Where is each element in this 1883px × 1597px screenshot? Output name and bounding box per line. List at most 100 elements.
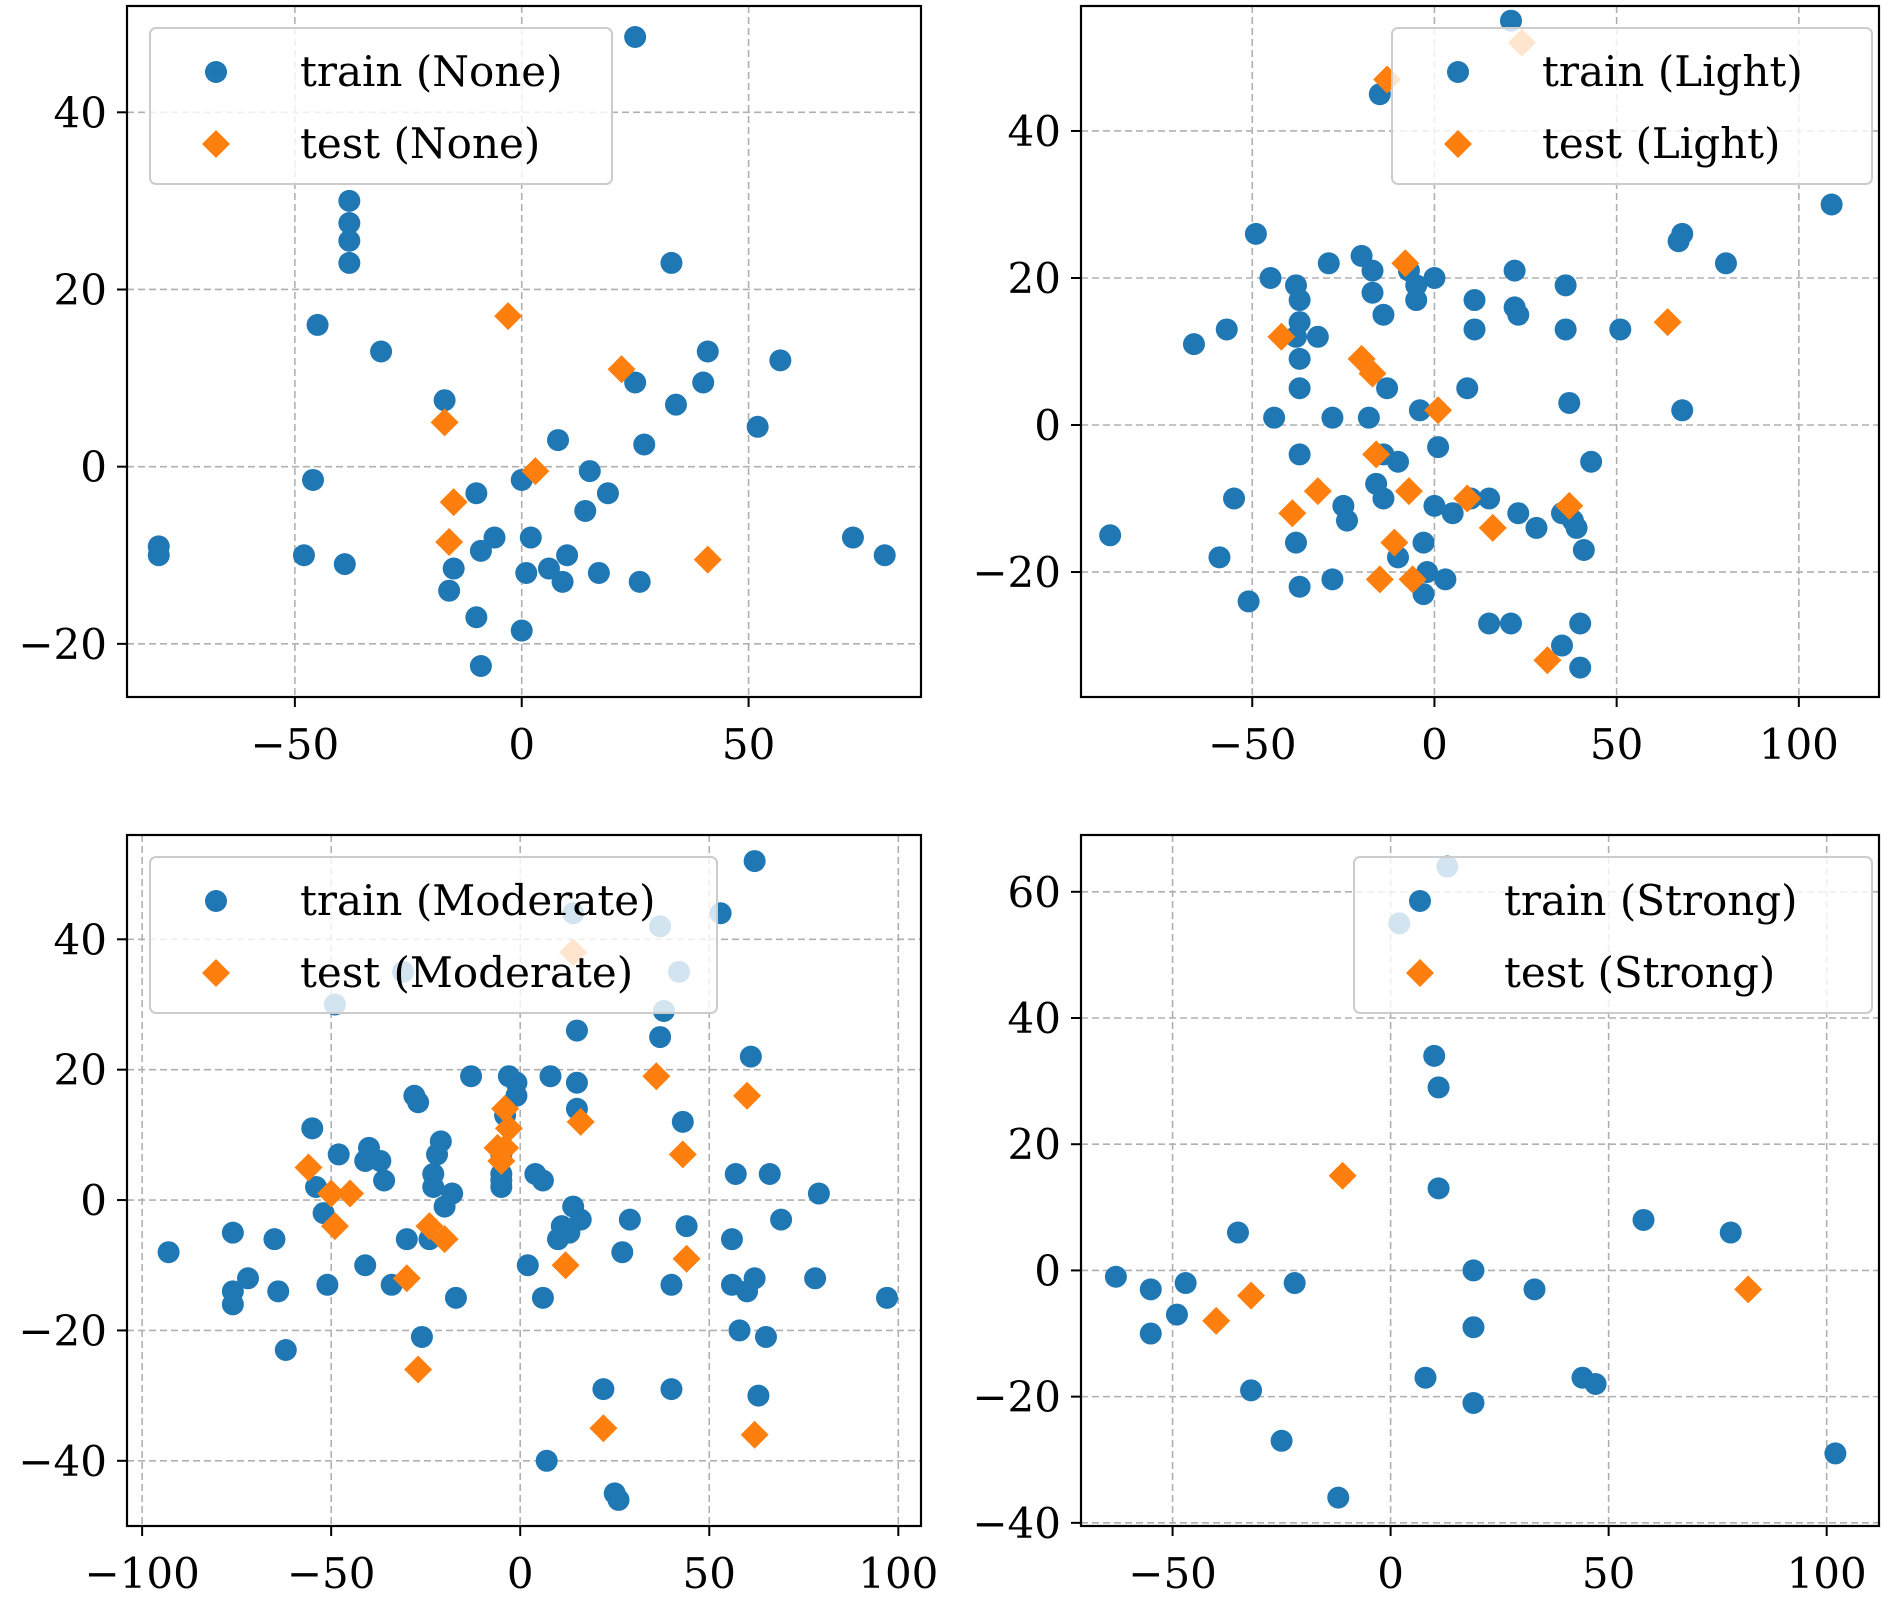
train-point [306,313,329,336]
train-point [1405,274,1428,297]
train-point [1478,487,1501,510]
y-tick-label: −20 [18,1306,107,1355]
train-point [743,850,766,873]
train-point [1671,222,1694,245]
scatter-panel-1: −50 0 50 −20 0 20 40 train (None) test (None) [18,4,923,769]
train-point [1223,487,1246,510]
train-point [1372,487,1395,510]
train-point [1632,1208,1655,1231]
y-tick-label: 20 [1008,254,1061,303]
y-tick-label: −20 [18,620,107,669]
y-tick-label: −20 [972,1373,1061,1422]
train-point [578,460,601,483]
train-point [1507,303,1530,326]
test-point [491,1094,520,1123]
train-point [569,1208,592,1231]
train-point [660,1378,683,1401]
train-point [537,557,560,580]
train-point [1321,406,1344,429]
train-point [1427,1177,1450,1200]
train-point [316,1273,339,1296]
train-point [1507,502,1530,525]
train-point [671,1110,694,1133]
train-point [221,1293,244,1316]
train-point [1434,568,1457,591]
scatter-panel-3: −100 −50 0 50 100 −40 −20 0 20 40 train (Moderate)… [18,833,938,1597]
test-point [404,1355,433,1384]
train-point [1237,590,1260,613]
legend-label: test (Strong) [1504,948,1775,997]
train-point [770,1208,793,1231]
train-point [633,433,656,456]
train-point [1387,450,1410,473]
x-tick-label: −100 [84,1549,199,1597]
train-point [1499,612,1522,635]
y-tick-label: 0 [80,1176,107,1225]
train-point [338,212,361,235]
train-point [1423,1044,1446,1067]
test-point [435,527,464,556]
legend-circle-icon [1409,890,1431,912]
legend: train (Moderate) test (Moderate) [149,856,718,1014]
test-point [566,1107,595,1136]
train-point [1408,399,1431,422]
y-tick-label: 40 [1008,107,1061,156]
train-point [1376,377,1399,400]
train-point [465,482,488,505]
y-tick-label: 60 [1008,868,1061,917]
train-point [758,1162,781,1185]
train-point [875,1286,898,1309]
train-point [338,189,361,212]
legend-label: train (Light) [1542,47,1803,96]
train-point [1182,333,1205,356]
train-point [592,1378,615,1401]
train-point [596,482,619,505]
test-point [1734,1275,1763,1304]
test-point [1202,1306,1231,1335]
train-point [274,1338,297,1361]
legend-diamond-icon [1406,959,1434,987]
train-point [565,1071,588,1094]
train-point [1554,274,1577,297]
y-tick-label: 40 [54,88,107,137]
train-point [369,1149,392,1172]
x-tick-label: 100 [858,1549,938,1597]
train-point [301,1117,324,1140]
x-tick-label: 50 [1590,720,1643,769]
train-point [1412,531,1435,554]
legend-diamond-icon [1444,130,1472,158]
train-point [460,1065,483,1088]
train-point [444,1286,467,1309]
test-point [693,545,722,574]
legend-box [149,27,613,185]
test-point [317,1179,346,1208]
train-point [1609,318,1632,341]
train-point [611,1241,634,1264]
scatter-panel-2: −50 0 50 100 −20 0 20 40 train (Light) test (Ligh… [972,4,1881,769]
axes-frame [125,833,923,1528]
test-point [1328,1161,1357,1190]
train-point [1099,524,1122,547]
train-point [535,1449,558,1472]
y-tick-label: 40 [1008,994,1061,1043]
train-point [1462,1259,1485,1282]
legend-label: test (None) [300,119,540,168]
train-point [618,1208,641,1231]
train-point [519,526,542,549]
x-tick-label: −50 [251,720,340,769]
x-tick-label: −50 [1208,720,1297,769]
series-test [294,938,769,1449]
train-point [743,1267,766,1290]
train-point [1284,531,1307,554]
x-tick-label: 0 [507,1549,534,1597]
x-tick-label: 100 [1759,720,1839,769]
train-point [539,1065,562,1088]
legend-label: test (Moderate) [300,948,633,997]
y-tick-label: 20 [54,1046,107,1095]
test-point [589,1414,618,1443]
legend: train (None) test (None) [149,27,613,185]
axes-frame [1079,4,1881,699]
test-point [1362,440,1391,469]
train-point [1714,252,1737,275]
test-point [491,1133,520,1162]
